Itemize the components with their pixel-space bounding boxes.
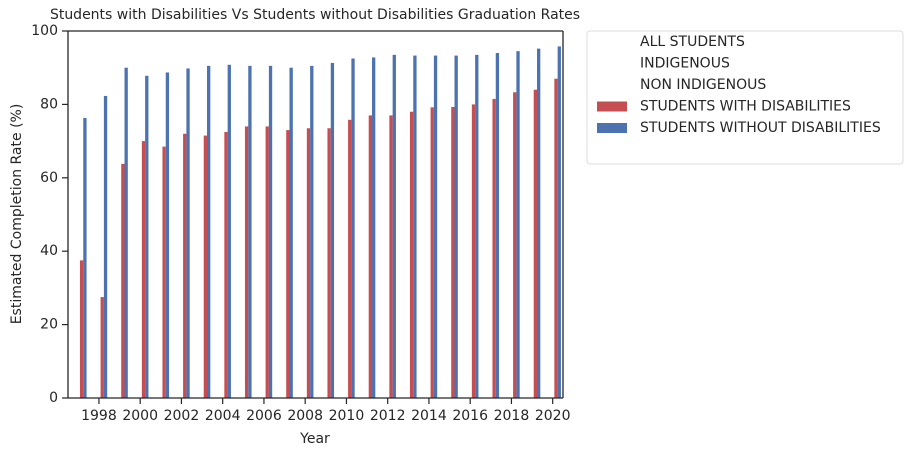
bar xyxy=(124,67,128,398)
bar xyxy=(433,55,438,399)
bar xyxy=(268,65,273,399)
bar xyxy=(265,126,269,399)
bar xyxy=(183,133,187,398)
legend-swatch xyxy=(597,123,627,133)
bar xyxy=(103,95,108,399)
bar xyxy=(513,92,517,398)
x-tick-label: 1998 xyxy=(81,408,117,424)
bar xyxy=(372,57,376,398)
bar xyxy=(351,58,355,399)
bar xyxy=(516,51,520,399)
bar xyxy=(492,98,496,399)
legend-label: INDIGENOUS xyxy=(640,56,730,72)
bar xyxy=(554,78,558,399)
bar xyxy=(495,53,500,399)
bar xyxy=(121,163,125,398)
y-tick-label: 20 xyxy=(40,317,58,333)
y-tick-label: 0 xyxy=(49,390,58,406)
x-tick-label: 2020 xyxy=(535,408,571,424)
y-tick-label: 100 xyxy=(31,23,58,39)
bar xyxy=(79,260,84,398)
chart-title: Students with Disabilities Vs Students w… xyxy=(50,7,580,23)
bar xyxy=(348,119,352,399)
y-tick-label: 60 xyxy=(40,170,58,186)
bar xyxy=(141,141,146,398)
x-tick-label: 2018 xyxy=(494,408,530,424)
x-tick-label: 2012 xyxy=(370,408,406,424)
bar xyxy=(533,89,538,398)
x-tick-label: 2000 xyxy=(122,408,158,424)
bar xyxy=(83,117,87,398)
bar xyxy=(165,72,170,398)
x-tick-label: 2002 xyxy=(164,408,200,424)
bar xyxy=(454,55,458,399)
legend-swatch xyxy=(597,101,627,112)
x-axis-label: Year xyxy=(299,431,330,447)
bar xyxy=(186,68,190,399)
y-tick-label: 80 xyxy=(40,96,58,112)
bar xyxy=(327,128,331,398)
x-tick-label: 2016 xyxy=(452,408,488,424)
bar xyxy=(389,115,393,398)
bar xyxy=(100,297,104,398)
legend-label: STUDENTS WITHOUT DISABILITIES xyxy=(640,120,881,136)
x-tick-label: 2010 xyxy=(329,408,365,424)
bar xyxy=(224,131,228,399)
bar xyxy=(475,54,479,398)
bar xyxy=(145,75,149,399)
legend-label: STUDENTS WITH DISABILITIES xyxy=(640,99,851,115)
x-tick-label: 2004 xyxy=(205,408,241,424)
bar xyxy=(430,107,434,398)
bar xyxy=(471,104,476,399)
x-tick-label: 2006 xyxy=(246,408,282,424)
bar xyxy=(413,55,417,399)
bar xyxy=(537,48,541,399)
bar xyxy=(557,46,561,398)
bar xyxy=(207,65,211,399)
x-tick-label: 2014 xyxy=(411,408,447,424)
bar xyxy=(451,106,455,399)
bar xyxy=(286,130,290,398)
x-tick-label: 2008 xyxy=(287,408,323,424)
legend-box xyxy=(586,30,904,165)
bar xyxy=(310,65,314,399)
bar xyxy=(162,146,166,398)
legend-label: ALL STUDENTS xyxy=(640,34,745,50)
legend-label: NON INDIGENOUS xyxy=(640,77,766,93)
bar xyxy=(330,62,335,398)
bar xyxy=(409,111,414,399)
bar xyxy=(227,64,231,398)
bar xyxy=(248,65,252,399)
bar xyxy=(368,115,373,398)
bar xyxy=(203,135,208,398)
y-axis-label: Estimated Completion Rate (%) xyxy=(9,104,25,325)
bar xyxy=(392,54,396,398)
bar xyxy=(244,126,249,399)
y-tick-label: 40 xyxy=(40,243,58,259)
bar xyxy=(289,67,293,398)
bar xyxy=(306,128,311,398)
